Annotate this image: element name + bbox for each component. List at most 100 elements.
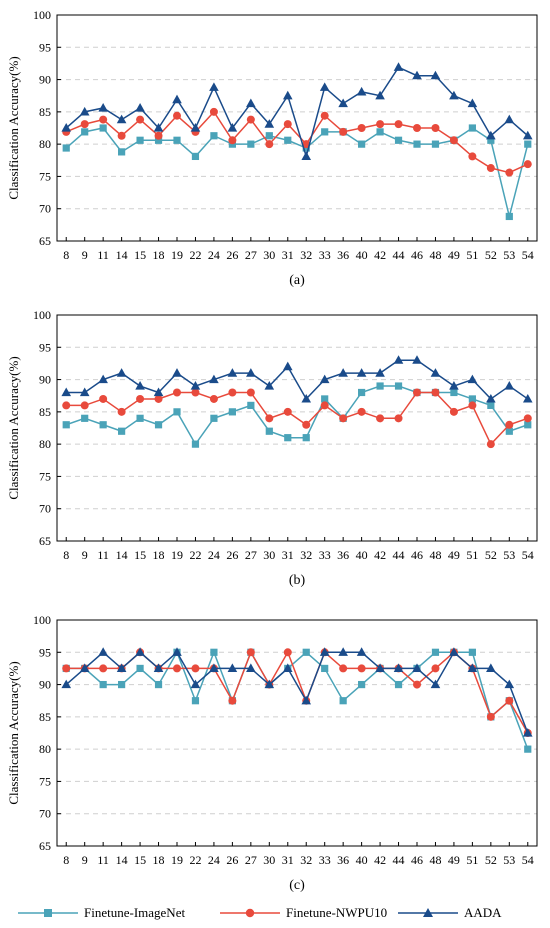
point-aada	[190, 679, 201, 689]
point-nwpu	[413, 124, 421, 132]
panel-label: (b)	[289, 573, 306, 588]
y-tick-label: 95	[39, 40, 51, 54]
x-tick-label: 22	[189, 248, 201, 262]
point-nwpu	[376, 120, 385, 129]
point-aada	[375, 90, 385, 100]
point-nwpu	[283, 407, 292, 416]
x-tick-label: 46	[411, 248, 423, 262]
point-nwpu	[228, 696, 237, 705]
point-aada	[98, 102, 108, 112]
point-nwpu	[117, 407, 126, 416]
point-aada	[412, 355, 422, 364]
x-tick-label: 32	[300, 548, 312, 562]
point-imagenet	[505, 427, 513, 435]
y-tick-label: 80	[39, 742, 51, 756]
x-tick-label: 36	[337, 548, 349, 562]
point-aada	[190, 381, 201, 390]
point-imagenet	[210, 648, 218, 656]
point-imagenet	[118, 427, 126, 435]
point-nwpu	[505, 168, 514, 177]
point-nwpu	[246, 388, 255, 397]
point-aada	[61, 387, 72, 397]
point-imagenet	[413, 140, 421, 148]
y-tick-label: 95	[39, 645, 51, 659]
point-nwpu	[413, 388, 421, 397]
y-axis-label: Classification Accuracy(%)	[6, 661, 21, 804]
x-tick-label: 49	[448, 853, 460, 867]
point-aada	[522, 728, 533, 737]
point-aada	[209, 82, 219, 91]
x-tick-label: 26	[226, 853, 238, 867]
x-tick-label: 15	[134, 248, 146, 262]
legend-label-nwpu: Finetune-NWPU10	[286, 905, 387, 920]
series-line-imagenet	[66, 650, 529, 750]
point-aada	[172, 368, 182, 377]
point-imagenet	[321, 664, 329, 673]
x-tick-label: 22	[189, 853, 201, 867]
point-imagenet	[99, 680, 107, 689]
point-nwpu	[209, 107, 218, 116]
point-imagenet	[302, 434, 310, 442]
point-imagenet	[394, 136, 403, 144]
x-tick-label: 24	[208, 248, 220, 262]
y-tick-label: 80	[39, 437, 51, 451]
point-imagenet	[394, 382, 403, 390]
point-nwpu	[468, 152, 477, 161]
x-tick-label: 27	[245, 548, 257, 562]
point-aada	[301, 695, 312, 705]
point-aada	[522, 393, 533, 403]
series-line-nwpu	[66, 391, 529, 446]
x-tick-label: 9	[82, 853, 88, 867]
point-aada	[356, 86, 367, 96]
point-nwpu	[173, 664, 181, 673]
x-tick-label: 27	[245, 248, 257, 262]
point-aada	[356, 647, 367, 656]
point-imagenet	[376, 382, 384, 390]
point-imagenet	[487, 401, 495, 409]
y-tick-label: 100	[33, 613, 51, 627]
point-aada	[412, 663, 422, 673]
point-nwpu	[265, 140, 274, 149]
x-tick-label: 24	[208, 853, 220, 867]
point-nwpu	[191, 388, 200, 397]
x-tick-label: 33	[319, 248, 331, 262]
point-imagenet	[81, 128, 89, 136]
point-nwpu	[505, 696, 514, 705]
legend-marker-aada	[423, 908, 433, 917]
y-tick-label: 90	[39, 73, 51, 87]
y-axis-label: Classification Accuracy(%)	[6, 56, 21, 199]
y-axis-label: Classification Accuracy(%)	[6, 356, 21, 499]
point-imagenet	[431, 648, 440, 656]
point-nwpu	[339, 127, 348, 136]
y-tick-label: 80	[39, 137, 51, 151]
x-tick-label: 40	[356, 548, 368, 562]
point-aada	[393, 663, 404, 673]
plot-frame	[56, 14, 538, 242]
point-nwpu	[523, 414, 532, 423]
point-aada	[209, 374, 219, 384]
x-tick-label: 14	[116, 548, 128, 562]
series-line-aada	[66, 359, 529, 401]
point-imagenet	[524, 140, 532, 148]
point-aada	[504, 114, 515, 124]
point-nwpu	[246, 648, 255, 657]
x-tick-label: 54	[522, 248, 534, 262]
x-tick-label: 49	[448, 248, 460, 262]
x-tick-label: 32	[300, 248, 312, 262]
x-tick-label: 44	[393, 248, 405, 262]
point-aada	[98, 374, 108, 384]
point-aada	[116, 368, 127, 377]
x-tick-label: 42	[374, 548, 386, 562]
point-aada	[375, 663, 385, 673]
point-aada	[116, 663, 127, 673]
point-imagenet	[247, 401, 255, 409]
x-tick-label: 48	[429, 853, 441, 867]
point-aada	[282, 90, 293, 100]
point-nwpu	[283, 648, 292, 657]
y-tick-label: 90	[39, 373, 51, 387]
point-aada	[264, 381, 275, 390]
point-aada	[449, 381, 459, 390]
point-nwpu	[339, 414, 348, 423]
point-imagenet	[62, 421, 70, 429]
